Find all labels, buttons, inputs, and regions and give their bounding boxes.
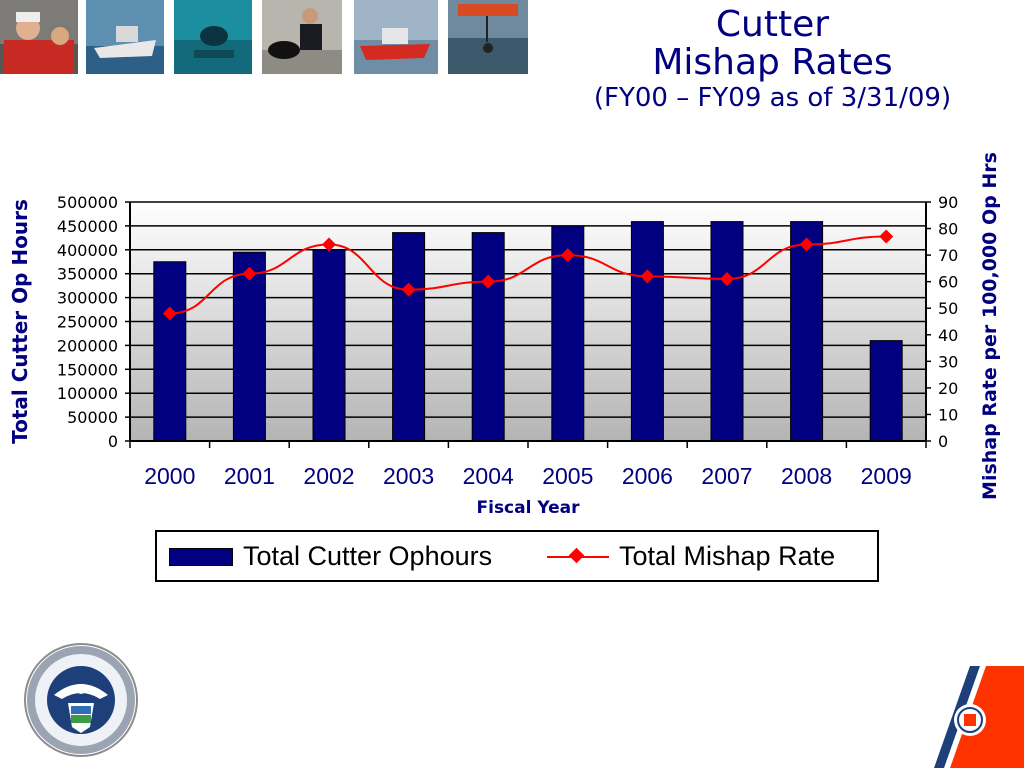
chart-title: Cutter Mishap Rates (FY00 – FY09 as of 3…: [560, 6, 985, 114]
category-label-2008: 2008: [781, 463, 832, 489]
mishap-rate-line: [169, 235, 887, 315]
y-axis-left-label: Total Cutter Op Hours: [8, 199, 32, 444]
mishap-rate-point-2000: [162, 306, 177, 321]
photo-dog-handler-icon: [262, 0, 342, 74]
mishap-rate-point-2009: [879, 229, 894, 244]
category-label-2007: 2007: [701, 463, 752, 489]
legend-diamond-marker: [568, 547, 585, 564]
category-label-2009: 2009: [861, 463, 912, 489]
title-line-1: Cutter: [715, 4, 830, 45]
left-tick-label: 200000: [57, 336, 118, 355]
category-label-2002: 2002: [303, 463, 354, 489]
left-tick-label: 350000: [57, 265, 118, 284]
right-tick-label: 40: [938, 326, 958, 345]
right-tick-label: 50: [938, 299, 958, 318]
left-tick-label: 500000: [57, 193, 118, 212]
photo-helicopter-rescue-icon: [448, 0, 528, 74]
left-tick-label: 400000: [57, 241, 118, 260]
mishap-rate-point-2003: [401, 282, 416, 297]
category-label-2005: 2005: [542, 463, 593, 489]
right-tick-label: 0: [938, 432, 948, 451]
bar-ophours-2006: [630, 221, 664, 442]
category-label-2006: 2006: [622, 463, 673, 489]
bar-ophours-2002: [312, 249, 346, 442]
legend-label-mishap-rate: Total Mishap Rate: [619, 541, 836, 571]
mishap-rate-point-2004: [481, 274, 496, 289]
photo-diver-icon: [174, 0, 252, 74]
title-line-2: Mishap Rates: [652, 42, 893, 83]
bar-ophours-2007: [710, 221, 744, 442]
photo-patrol-boat-icon: [86, 0, 164, 74]
right-tick-label: 20: [938, 379, 958, 398]
x-axis-label: Fiscal Year: [477, 498, 581, 518]
right-tick-label: 60: [938, 273, 958, 292]
legend-bar-swatch: [169, 548, 233, 566]
chart-legend: Total Cutter Ophours Total Mishap Rate: [155, 530, 879, 582]
left-tick-label: 0: [108, 432, 118, 451]
bar-ophours-2008: [790, 221, 824, 442]
photo-response-boat-icon: [354, 0, 438, 74]
right-tick-label: 70: [938, 246, 958, 265]
left-tick-label: 50000: [67, 408, 118, 427]
bar-ophours-2001: [232, 251, 266, 442]
left-tick-label: 300000: [57, 289, 118, 308]
left-tick-label: 250000: [57, 313, 118, 332]
y-axis-right-label: Mishap Rate per 100,000 Op Hrs: [979, 152, 1001, 500]
mishap-rate-point-2006: [640, 269, 655, 284]
right-tick-label: 90: [938, 193, 958, 212]
category-label-2001: 2001: [224, 463, 275, 489]
mishap-rate-point-2001: [242, 266, 257, 281]
mishap-rate-point-2007: [720, 272, 734, 287]
right-tick-label: 30: [938, 352, 958, 371]
mishap-rate-point-2008: [799, 237, 814, 252]
bar-ophours-2003: [392, 232, 426, 442]
category-label-2004: 2004: [463, 463, 514, 489]
category-label-2000: 2000: [144, 463, 195, 489]
chart-subtitle: (FY00 – FY09 as of 3/31/09): [593, 83, 952, 113]
left-tick-label: 100000: [57, 384, 118, 403]
bar-ophours-2000: [153, 261, 187, 442]
left-tick-label: 150000: [57, 360, 118, 379]
photo-strip: [0, 0, 540, 76]
mishap-rate-chart: 0 50000 100000 150000 200000 250000 300000 3500…: [8, 152, 1001, 518]
coast-guard-emblem-icon: [934, 666, 1024, 768]
legend-label-ophours: Total Cutter Ophours: [243, 541, 493, 571]
dhs-seal-icon: [24, 643, 138, 757]
right-tick-label: 80: [938, 220, 958, 239]
mishap-rate-point-2002: [322, 237, 336, 252]
left-tick-label: 450000: [57, 217, 118, 236]
mishap-rate-point-2005: [560, 248, 575, 263]
photo-crew-icon: [0, 0, 78, 74]
bar-ophours-2004: [471, 232, 505, 442]
bar-ophours-2009: [869, 340, 903, 442]
right-tick-label: 10: [938, 405, 958, 424]
category-label-2003: 2003: [383, 463, 434, 489]
